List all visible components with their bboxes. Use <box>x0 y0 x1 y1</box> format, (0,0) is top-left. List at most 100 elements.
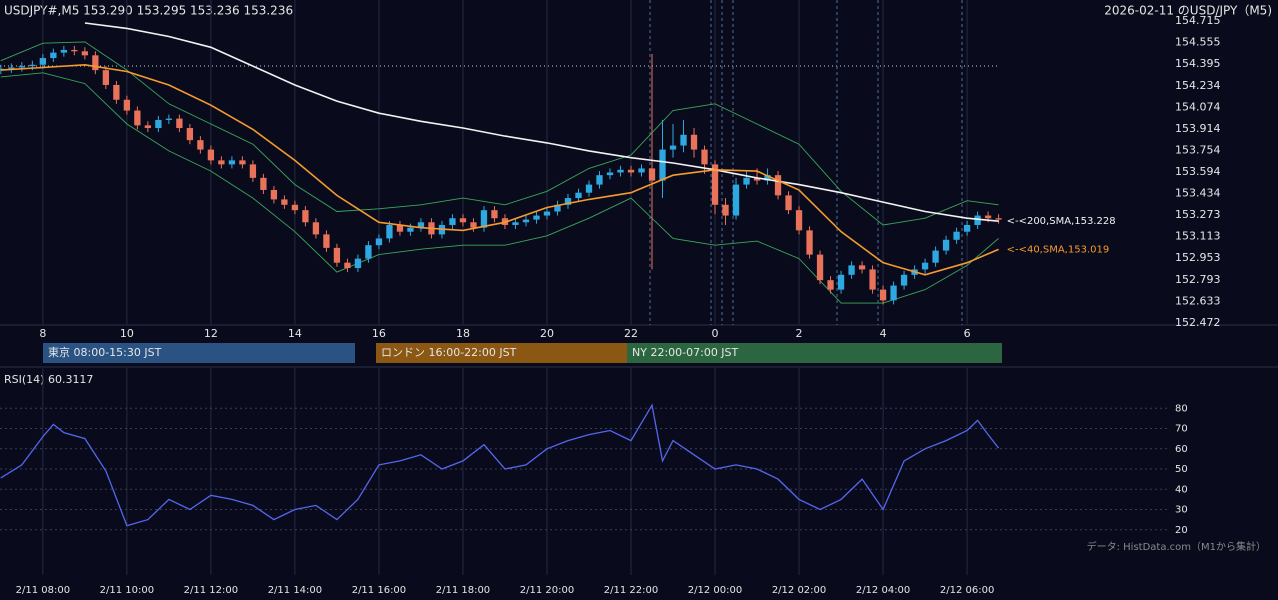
candle-body <box>396 224 404 232</box>
candle-body <box>585 184 593 193</box>
candle-body <box>197 140 204 150</box>
candle-body <box>333 247 341 263</box>
candle-body <box>816 254 824 281</box>
candle-body <box>764 175 771 181</box>
candle-body <box>564 198 572 205</box>
candle-body <box>165 118 173 120</box>
x-tick-label: 2/12 06:00 <box>940 585 994 596</box>
x-tick-label: 2/11 18:00 <box>436 585 490 596</box>
x-tick-label: 10 <box>120 327 134 340</box>
candle-body <box>921 262 929 270</box>
y-tick-label: 153.594 <box>1175 165 1221 178</box>
session-bar <box>376 343 627 363</box>
x-tick-label: 2/11 08:00 <box>16 585 70 596</box>
candle-body <box>690 134 698 150</box>
candle-body <box>239 160 246 165</box>
y-tick-label: 154.234 <box>1175 79 1221 92</box>
candle-body <box>837 274 845 290</box>
candle-body <box>123 99 131 111</box>
y-tick-label: 154.715 <box>1175 14 1221 27</box>
symbol-ohlc: USDJPY#,M5 153.290 153.295 153.236 153.2… <box>4 4 293 18</box>
candle-body <box>627 169 635 173</box>
x-tick-label: 2/11 20:00 <box>520 585 574 596</box>
candle-body <box>291 204 299 211</box>
candle-body <box>617 169 624 173</box>
source-note: データ: HistData.com（M1から集計） <box>1087 540 1266 553</box>
candle-body <box>29 64 36 67</box>
candle-body <box>596 175 603 185</box>
candle-body <box>480 210 488 228</box>
candle-body <box>827 280 834 290</box>
candle-body <box>81 51 89 56</box>
y-tick-label: 60 <box>1175 444 1188 455</box>
rsi-line <box>0 403 1000 527</box>
candle-body <box>144 125 152 129</box>
candle-body <box>554 204 561 212</box>
candle-body <box>186 128 194 141</box>
candle-body <box>974 215 981 225</box>
candle-body <box>963 224 971 232</box>
candle-body <box>512 222 519 225</box>
x-tick-label: 4 <box>880 327 887 340</box>
candle-body <box>890 285 897 301</box>
candle-body <box>92 55 99 71</box>
x-tick-label: 0 <box>712 327 719 340</box>
candle-body <box>711 164 719 205</box>
candle-body <box>543 211 551 216</box>
y-tick-label: 153.434 <box>1175 186 1221 199</box>
candle-body <box>365 245 372 259</box>
y-tick-label: 154.074 <box>1175 100 1221 113</box>
y-tick-label: 154.555 <box>1175 36 1221 49</box>
candle-body <box>249 164 257 178</box>
candle-body <box>302 210 309 223</box>
candle-body <box>942 239 950 251</box>
candle-body <box>533 215 540 220</box>
candle-body <box>785 195 792 211</box>
candle-body <box>522 219 530 223</box>
event-lines <box>649 0 963 325</box>
candle-body <box>648 168 656 181</box>
candle-body <box>312 222 320 235</box>
y-tick-label: 152.793 <box>1175 273 1221 286</box>
candle-body <box>701 149 708 165</box>
candle-body <box>900 274 908 286</box>
candle-body <box>680 134 687 146</box>
x-tick-label: 2/12 02:00 <box>772 585 826 596</box>
candle-body <box>228 160 236 165</box>
candle-body <box>134 110 141 126</box>
x-tick-label: 12 <box>204 327 218 340</box>
candle-body <box>858 265 866 270</box>
candle-body <box>270 189 278 200</box>
candle-body <box>753 177 761 181</box>
x-tick-label: 16 <box>372 327 386 340</box>
candle-body <box>8 67 15 69</box>
candle-body <box>354 258 362 269</box>
candle-body <box>176 118 183 129</box>
x-tick-label: 2/11 16:00 <box>352 585 406 596</box>
x-tick-label: 2/11 10:00 <box>100 585 154 596</box>
candle-body <box>113 84 120 100</box>
candle-body <box>953 231 960 240</box>
candle-body <box>71 49 78 52</box>
x-tick-label: 18 <box>456 327 470 340</box>
candle-body <box>879 289 887 301</box>
x-tick-label: 22 <box>624 327 638 340</box>
y-tick-label: 152.633 <box>1175 294 1221 307</box>
x-tick-label: 2/11 14:00 <box>268 585 322 596</box>
sma-line <box>0 63 999 276</box>
y-tick-label: 153.273 <box>1175 208 1221 221</box>
candle-body <box>669 145 677 150</box>
candle-body <box>155 119 162 129</box>
candle-body <box>18 66 25 68</box>
sma-line <box>84 22 999 222</box>
x-tick-label: 2 <box>796 327 803 340</box>
y-tick-label: 154.395 <box>1175 57 1221 70</box>
candle-body <box>344 262 351 269</box>
candle-body <box>417 222 425 228</box>
bollinger-lower <box>0 72 999 304</box>
candle-body <box>869 269 876 290</box>
x-tick-label: 8 <box>39 327 46 340</box>
candle-body <box>848 265 855 275</box>
y-tick-label: 70 <box>1175 424 1188 435</box>
